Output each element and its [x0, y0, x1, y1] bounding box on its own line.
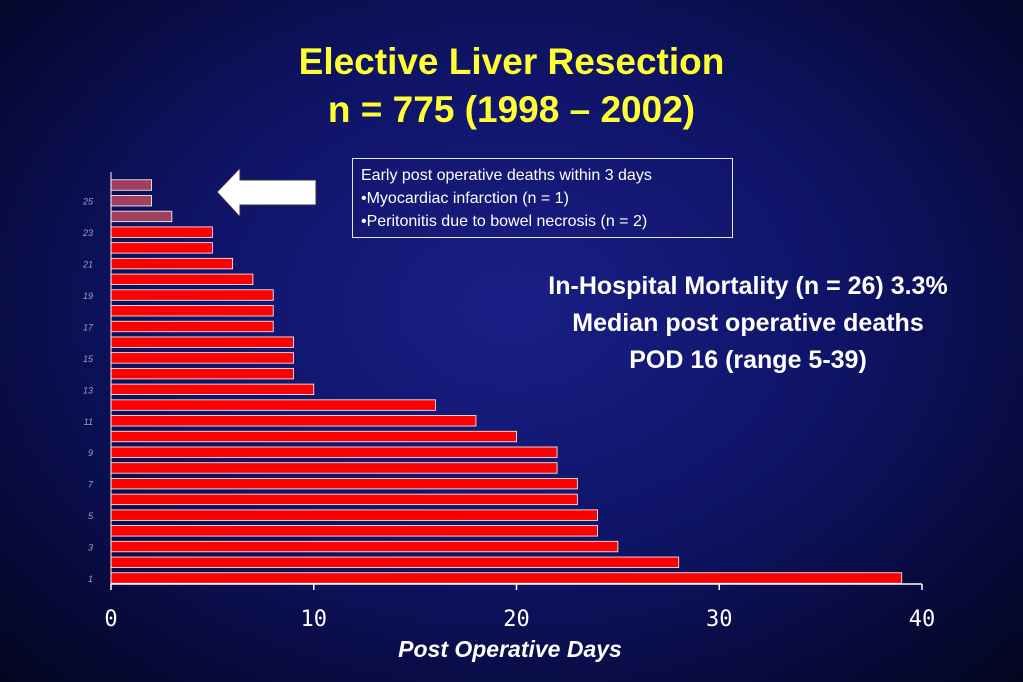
- y-tick-label: 23: [82, 228, 93, 238]
- bar-11: [110, 415, 477, 427]
- bar-18: [110, 305, 274, 317]
- bar-4: [110, 525, 599, 537]
- bar-3: [110, 540, 619, 553]
- y-tick-label: 17: [83, 322, 94, 332]
- x-tick-label: 40: [909, 607, 936, 632]
- y-tick-label: 3: [88, 543, 93, 553]
- chart-title-line-2: n = 775 (1998 – 2002): [327, 89, 696, 130]
- bar-9: [110, 446, 558, 458]
- bar-25: [110, 195, 152, 207]
- callout-item-myocardiac: •Myocardiac infarction (n = 1): [361, 190, 569, 207]
- bar-24: [110, 210, 173, 223]
- y-tick-label: 9: [88, 448, 93, 458]
- mortality-line: In-Hospital Mortality (n = 26) 3.3%: [548, 272, 948, 300]
- bar-26: [110, 179, 152, 191]
- y-tick-label: 11: [84, 417, 93, 427]
- x-tick-label: 10: [301, 607, 328, 632]
- mortality-summary: In-Hospital Mortality (n = 26) 3.3% Medi…: [478, 268, 1018, 379]
- callout-item-peritonitis: •Peritonitis due to bowel necrosis (n = …: [361, 213, 648, 230]
- bar-23: [110, 226, 213, 238]
- y-tick-label: 15: [83, 354, 94, 364]
- bar-7: [110, 478, 578, 490]
- early-deaths-callout: Early post operative deaths within 3 day…: [352, 158, 733, 238]
- bar-20: [110, 273, 254, 285]
- callout-heading: Early post operative deaths within 3 day…: [361, 167, 652, 184]
- chart-title-line-1: Elective Liver Resection: [298, 41, 725, 82]
- y-tick-label: 21: [82, 260, 93, 270]
- y-tick-label: 25: [82, 197, 94, 207]
- x-axis: 0 10 20 30 40: [104, 172, 935, 632]
- bar-14: [110, 367, 294, 380]
- bar-17: [110, 320, 274, 333]
- bar-8: [110, 462, 558, 474]
- median-line: Median post operative deaths: [572, 309, 924, 337]
- bar-22: [110, 242, 213, 254]
- y-tick-label: 5: [88, 511, 94, 521]
- y-tick-label: 7: [88, 480, 94, 490]
- bar-16: [110, 336, 294, 348]
- x-tick-label: 0: [104, 607, 117, 632]
- bar-2: [110, 556, 680, 568]
- x-tick-label: 20: [503, 607, 530, 632]
- bar-21: [110, 257, 234, 270]
- bar-group: [110, 179, 903, 584]
- range-line: POD 16 (range 5-39): [629, 346, 867, 374]
- y-tick-label: 19: [83, 291, 93, 301]
- bar-13: [110, 383, 315, 396]
- bar-12: [110, 399, 436, 411]
- bar-6: [110, 493, 578, 506]
- bar-15: [110, 352, 294, 364]
- y-tick-label: 1: [88, 574, 93, 584]
- bar-5: [110, 509, 599, 521]
- bar-19: [110, 289, 274, 301]
- x-tick-label: 30: [706, 607, 733, 632]
- bar-1: [110, 572, 903, 584]
- x-axis-label: Post Operative Days: [398, 636, 622, 662]
- left-arrow-icon: [216, 166, 317, 219]
- y-tick-label: 13: [83, 385, 93, 395]
- bar-10: [110, 430, 517, 443]
